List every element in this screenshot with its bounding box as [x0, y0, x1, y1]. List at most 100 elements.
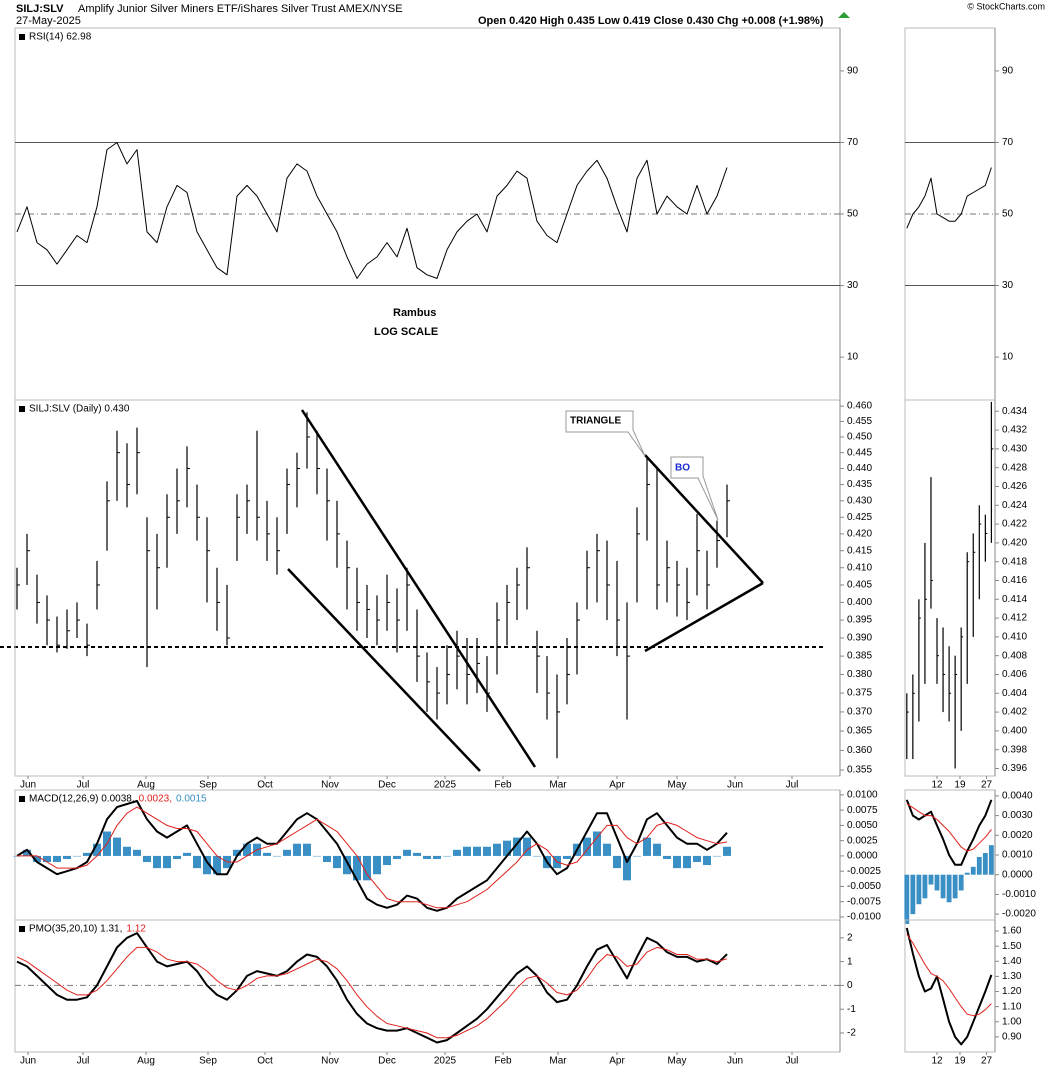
- y-tick-label: 0.416: [1002, 575, 1027, 586]
- y-tick-label: 0.0020: [1002, 830, 1033, 841]
- x-tick-label: 27: [981, 1056, 993, 1067]
- y-tick-label: 0.370: [847, 707, 872, 718]
- y-tick-label: -2: [847, 1028, 856, 1039]
- y-tick-label: 0: [847, 980, 853, 991]
- histogram-bar: [673, 855, 681, 869]
- x-tick-label: May: [668, 780, 687, 791]
- series-line: [16, 800, 728, 912]
- histogram-bar: [383, 855, 391, 866]
- y-tick-label: 0.360: [847, 745, 872, 756]
- series-line: [906, 803, 992, 852]
- x-tick-label: Jul: [786, 1056, 799, 1067]
- annotation-triangle: TRIANGLE: [570, 416, 621, 427]
- histogram-bar: [633, 855, 641, 857]
- histogram-bar: [363, 855, 371, 881]
- y-tick-label: 0.0100: [847, 790, 878, 801]
- histogram-bar: [683, 855, 691, 869]
- symbol: SILJ:SLV: [16, 3, 64, 15]
- y-tick-label: 0.430: [847, 495, 872, 506]
- callout-box: [670, 456, 704, 479]
- y-tick-label: 0.404: [1002, 688, 1027, 699]
- x-tick-label: Feb: [494, 780, 512, 791]
- histogram-bar: [970, 866, 976, 875]
- histogram-bar: [473, 846, 481, 856]
- y-tick-label: 0.396: [1002, 763, 1027, 774]
- source: © StockCharts.com: [967, 1, 1045, 11]
- histogram-bar: [423, 855, 431, 859]
- y-tick-label: 0.424: [1002, 500, 1027, 511]
- histogram-bar: [283, 849, 291, 856]
- trendlines: [0, 409, 825, 772]
- y-tick-label: -0.0100: [847, 912, 881, 923]
- legend-entry: RSI(14) 62.98: [29, 32, 92, 43]
- x-tick-label: Mar: [549, 780, 567, 791]
- x-tick-label: Dec: [378, 780, 396, 791]
- y-tick-label: 70: [1002, 137, 1014, 148]
- histogram-bar: [63, 855, 71, 859]
- y-tick-label: 0.0050: [847, 820, 878, 831]
- y-tick-label: 0.90: [1002, 1032, 1022, 1043]
- y-tick-label: 1.20: [1002, 986, 1022, 997]
- y-tick-label: -0.0025: [847, 866, 881, 877]
- histogram-bar: [603, 843, 611, 856]
- legend-entry: MACD(12,26,9) 0.0038,: [29, 794, 135, 805]
- quote: Open 0.420 High 0.435 Low 0.419 Close 0.…: [478, 15, 824, 27]
- histogram-bar: [303, 843, 311, 856]
- x-tick-label: Jul: [77, 780, 90, 791]
- y-tick-label: 0.435: [847, 479, 872, 490]
- y-tick-label: 0.428: [1002, 462, 1027, 473]
- y-tick-label: 0.0000: [847, 851, 878, 862]
- histogram-bar: [213, 855, 221, 875]
- histogram-bar: [453, 849, 461, 856]
- x-tick-label: 27: [981, 780, 993, 791]
- histogram-bar: [333, 855, 341, 869]
- x-tick-label: 19: [954, 1056, 966, 1067]
- series-line: [906, 933, 992, 1017]
- x-tick-label: Jul: [77, 1056, 90, 1067]
- series-line: [17, 806, 728, 909]
- histogram-bar: [493, 843, 501, 856]
- x-tick-label: Aug: [137, 780, 155, 791]
- x-tick-label: Jun: [727, 1056, 743, 1067]
- series-line: [905, 799, 993, 866]
- histogram-bar: [663, 855, 671, 859]
- y-tick-label: 0.375: [847, 688, 872, 699]
- histogram-bar: [904, 874, 910, 924]
- x-tick-label: Dec: [378, 1056, 396, 1067]
- x-tick-label: Apr: [609, 780, 625, 791]
- y-tick-label: 50: [847, 209, 859, 220]
- y-tick-label: 1.40: [1002, 956, 1022, 967]
- histogram-bar: [113, 837, 121, 856]
- histogram-bar: [263, 852, 271, 856]
- histogram-bar: [433, 855, 441, 859]
- histogram-bar: [443, 855, 451, 857]
- y-tick-label: 0.445: [847, 447, 872, 458]
- y-tick-label: 0.430: [1002, 444, 1027, 455]
- histogram-bar: [163, 855, 171, 869]
- y-tick-label: 0.434: [1002, 406, 1027, 417]
- histogram-bar: [73, 855, 81, 857]
- y-tick-label: 0.420: [1002, 538, 1027, 549]
- histogram-bar: [53, 855, 61, 863]
- panel-frame: [14, 919, 841, 1053]
- x-tick-label: Nov: [321, 780, 339, 791]
- x-tick-label: Aug: [137, 1056, 155, 1067]
- x-tick-label: 12: [931, 1056, 943, 1067]
- y-tick-label: 0.414: [1002, 594, 1027, 605]
- histogram-bar: [23, 849, 31, 856]
- histogram-bar: [183, 852, 191, 856]
- histogram-bar: [133, 849, 141, 856]
- y-tick-label: 0.420: [847, 529, 872, 540]
- histogram-bar: [83, 852, 91, 856]
- y-tick-label: 0.460: [847, 401, 872, 412]
- legend-entry: 0.0015: [176, 794, 207, 805]
- histogram-bar: [958, 874, 964, 891]
- histogram-bar: [233, 849, 241, 856]
- y-tick-label: 0.0000: [1002, 869, 1033, 880]
- histogram-bar: [193, 855, 201, 869]
- histogram-bar: [343, 855, 351, 875]
- trendline: [300, 409, 537, 768]
- y-tick-label: 70: [847, 137, 859, 148]
- date: 27-May-2025: [16, 15, 81, 27]
